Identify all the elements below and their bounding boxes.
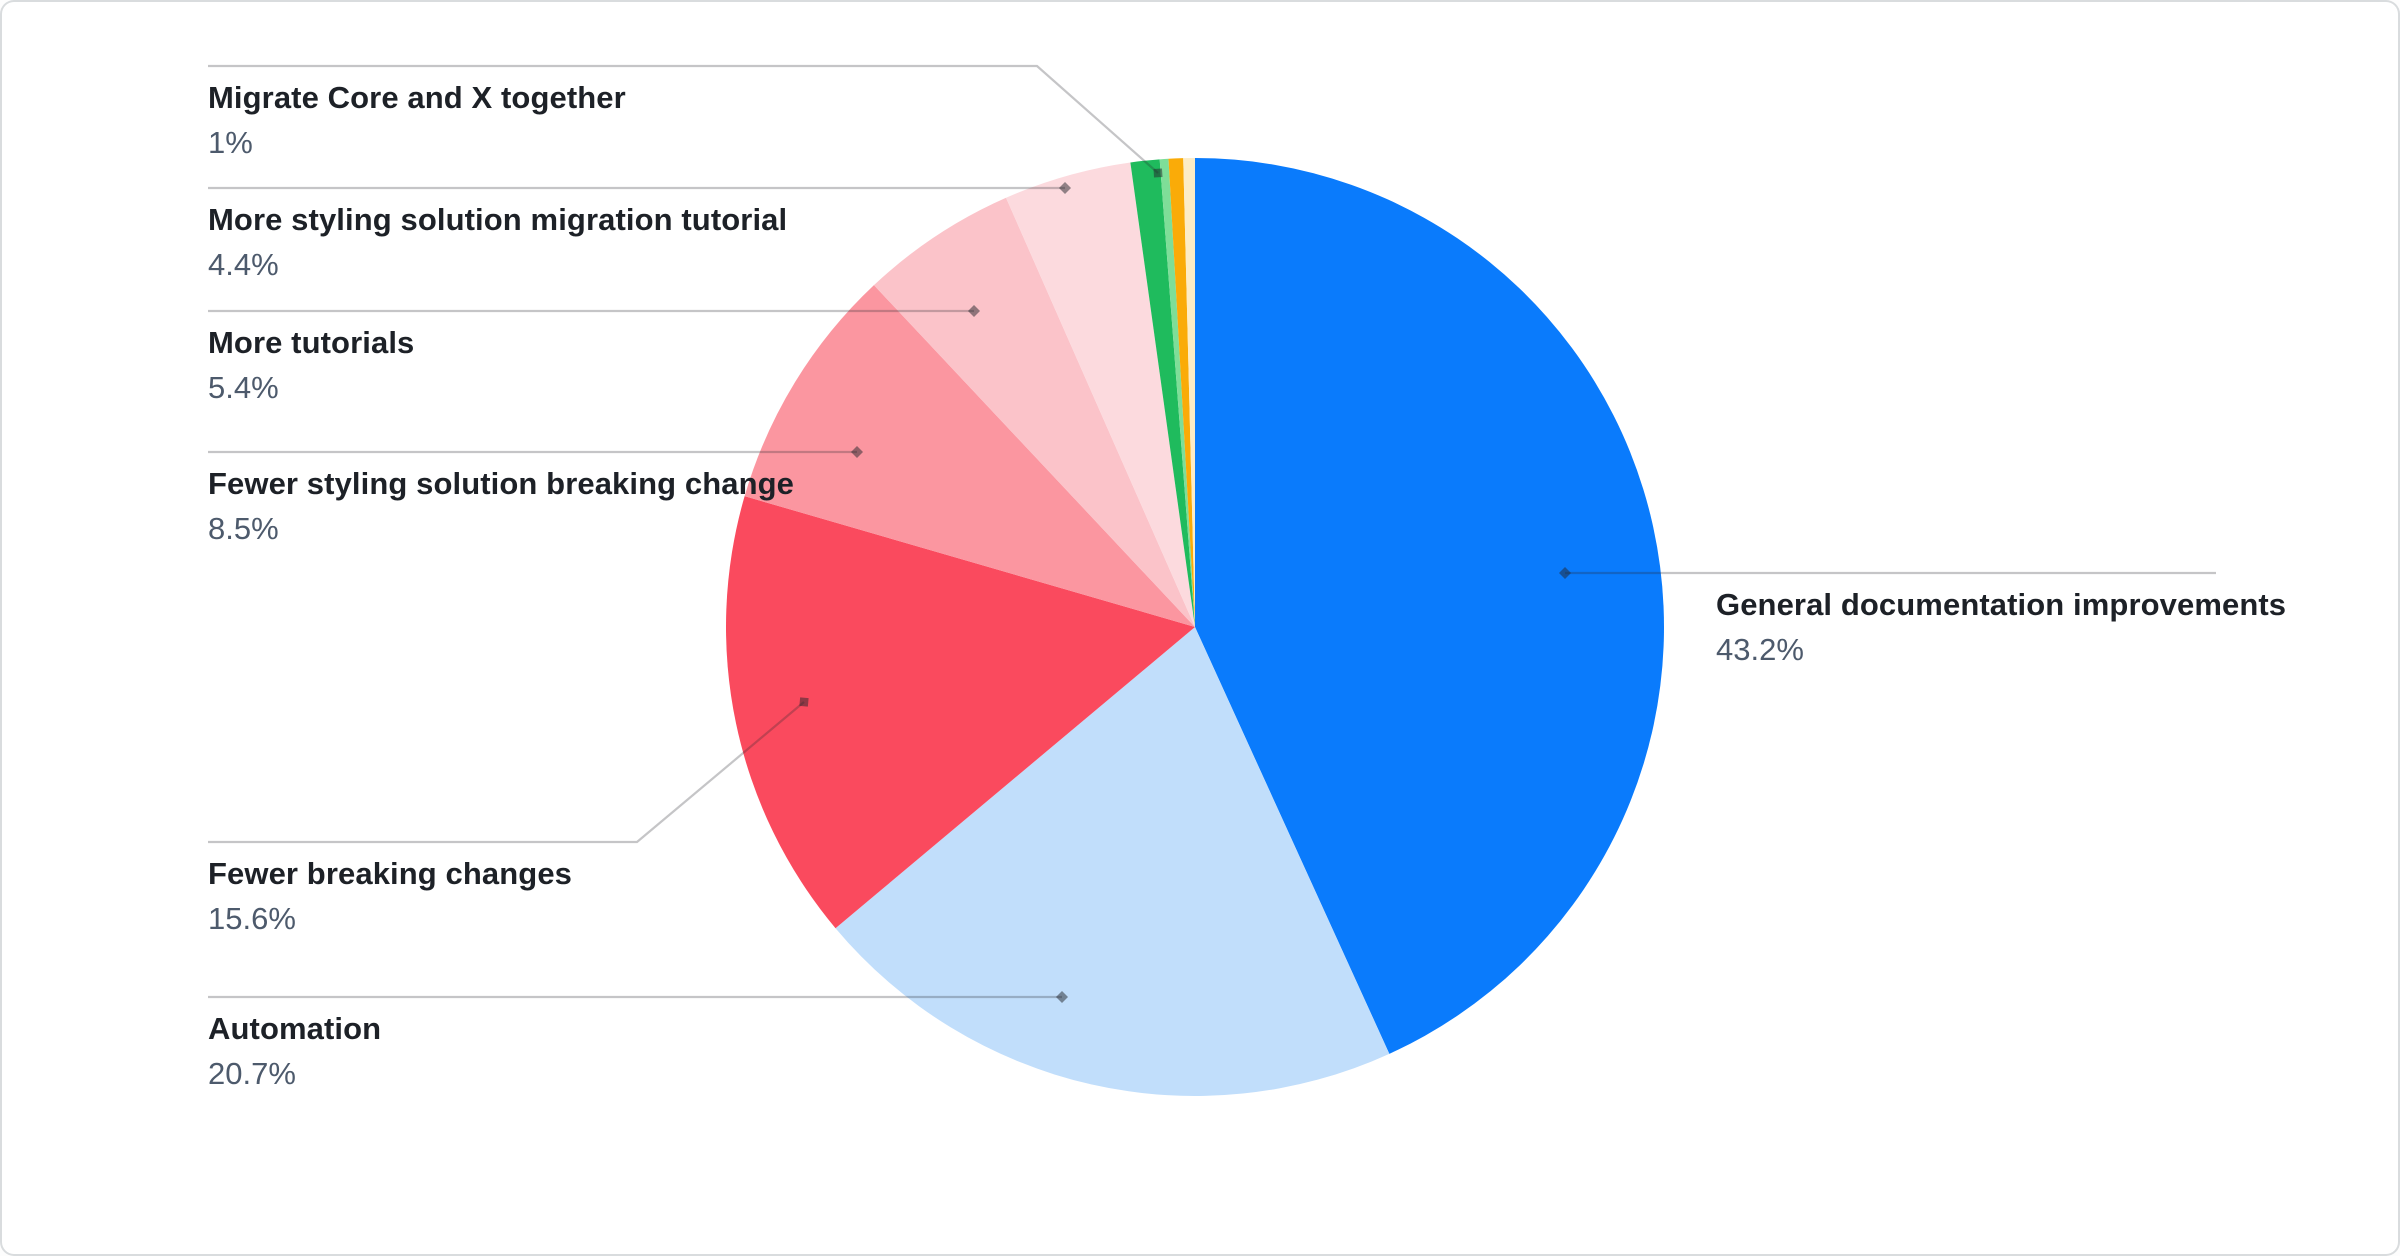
slice-label-percent: 1% <box>208 125 253 160</box>
leader-dot <box>1558 566 1572 580</box>
callout-more-tutorials: More tutorials 5.4% <box>208 326 414 405</box>
pie-slice-unlabeled-8[interactable] <box>1168 158 1195 627</box>
callout-fewer-breaking-changes: Fewer breaking changes 15.6% <box>208 857 572 936</box>
callout-general-documentation-improvements: General documentation improvements 43.2% <box>1716 588 2286 667</box>
slice-label-percent: 15.6% <box>208 901 296 936</box>
pie-slice-migrate-core-and-x-together[interactable] <box>1130 159 1195 628</box>
pie-slice-fewer-breaking-changes[interactable] <box>725 496 1195 929</box>
leader-dot <box>1055 990 1069 1004</box>
pie-slice-fewer-styling-solution-breaking-change[interactable] <box>744 285 1195 627</box>
slice-label-title: Automation <box>208 1011 382 1046</box>
slice-label-title: More styling solution migration tutorial <box>208 202 788 237</box>
pie-slice-more-tutorials[interactable] <box>873 197 1195 627</box>
pie-slice-general-documentation-improvements[interactable] <box>1195 158 1665 1054</box>
pie-slice-more-styling-solution-migration-tutorial[interactable] <box>1006 162 1195 628</box>
callout-more-styling-solution-migration-tutorial: More styling solution migration tutorial… <box>208 203 787 282</box>
leader-line <box>208 64 1159 174</box>
slice-label-percent: 20.7% <box>208 1056 296 1091</box>
slice-label-title: More tutorials <box>208 325 415 360</box>
slice-label-percent: 4.4% <box>208 247 279 282</box>
slice-label-title: Fewer styling solution breaking change <box>208 466 795 501</box>
slice-label-title: Migrate Core and X together <box>208 80 626 115</box>
leader-dot <box>967 304 981 318</box>
slice-label-percent: 43.2% <box>1716 632 1804 667</box>
pie-slice-unlabeled-7[interactable] <box>1159 158 1195 627</box>
callout-migrate-core-and-x-together: Migrate Core and X together 1% <box>208 81 626 160</box>
slice-label-title: Fewer breaking changes <box>208 856 572 891</box>
slice-label-title: General documentation improvements <box>1716 587 2287 622</box>
pie-slice-unlabeled-9[interactable] <box>1183 158 1195 627</box>
leader-dot <box>799 697 809 707</box>
pie-slice-automation[interactable] <box>835 627 1390 1096</box>
leader-dot <box>850 445 864 459</box>
slice-label-percent: 5.4% <box>208 370 279 405</box>
callout-fewer-styling-solution-breaking-change: Fewer styling solution breaking change 8… <box>208 467 794 546</box>
leader-dot <box>1153 168 1163 178</box>
callout-automation: Automation 20.7% <box>208 1012 381 1091</box>
slice-label-percent: 8.5% <box>208 511 279 546</box>
leader-line <box>208 701 805 844</box>
